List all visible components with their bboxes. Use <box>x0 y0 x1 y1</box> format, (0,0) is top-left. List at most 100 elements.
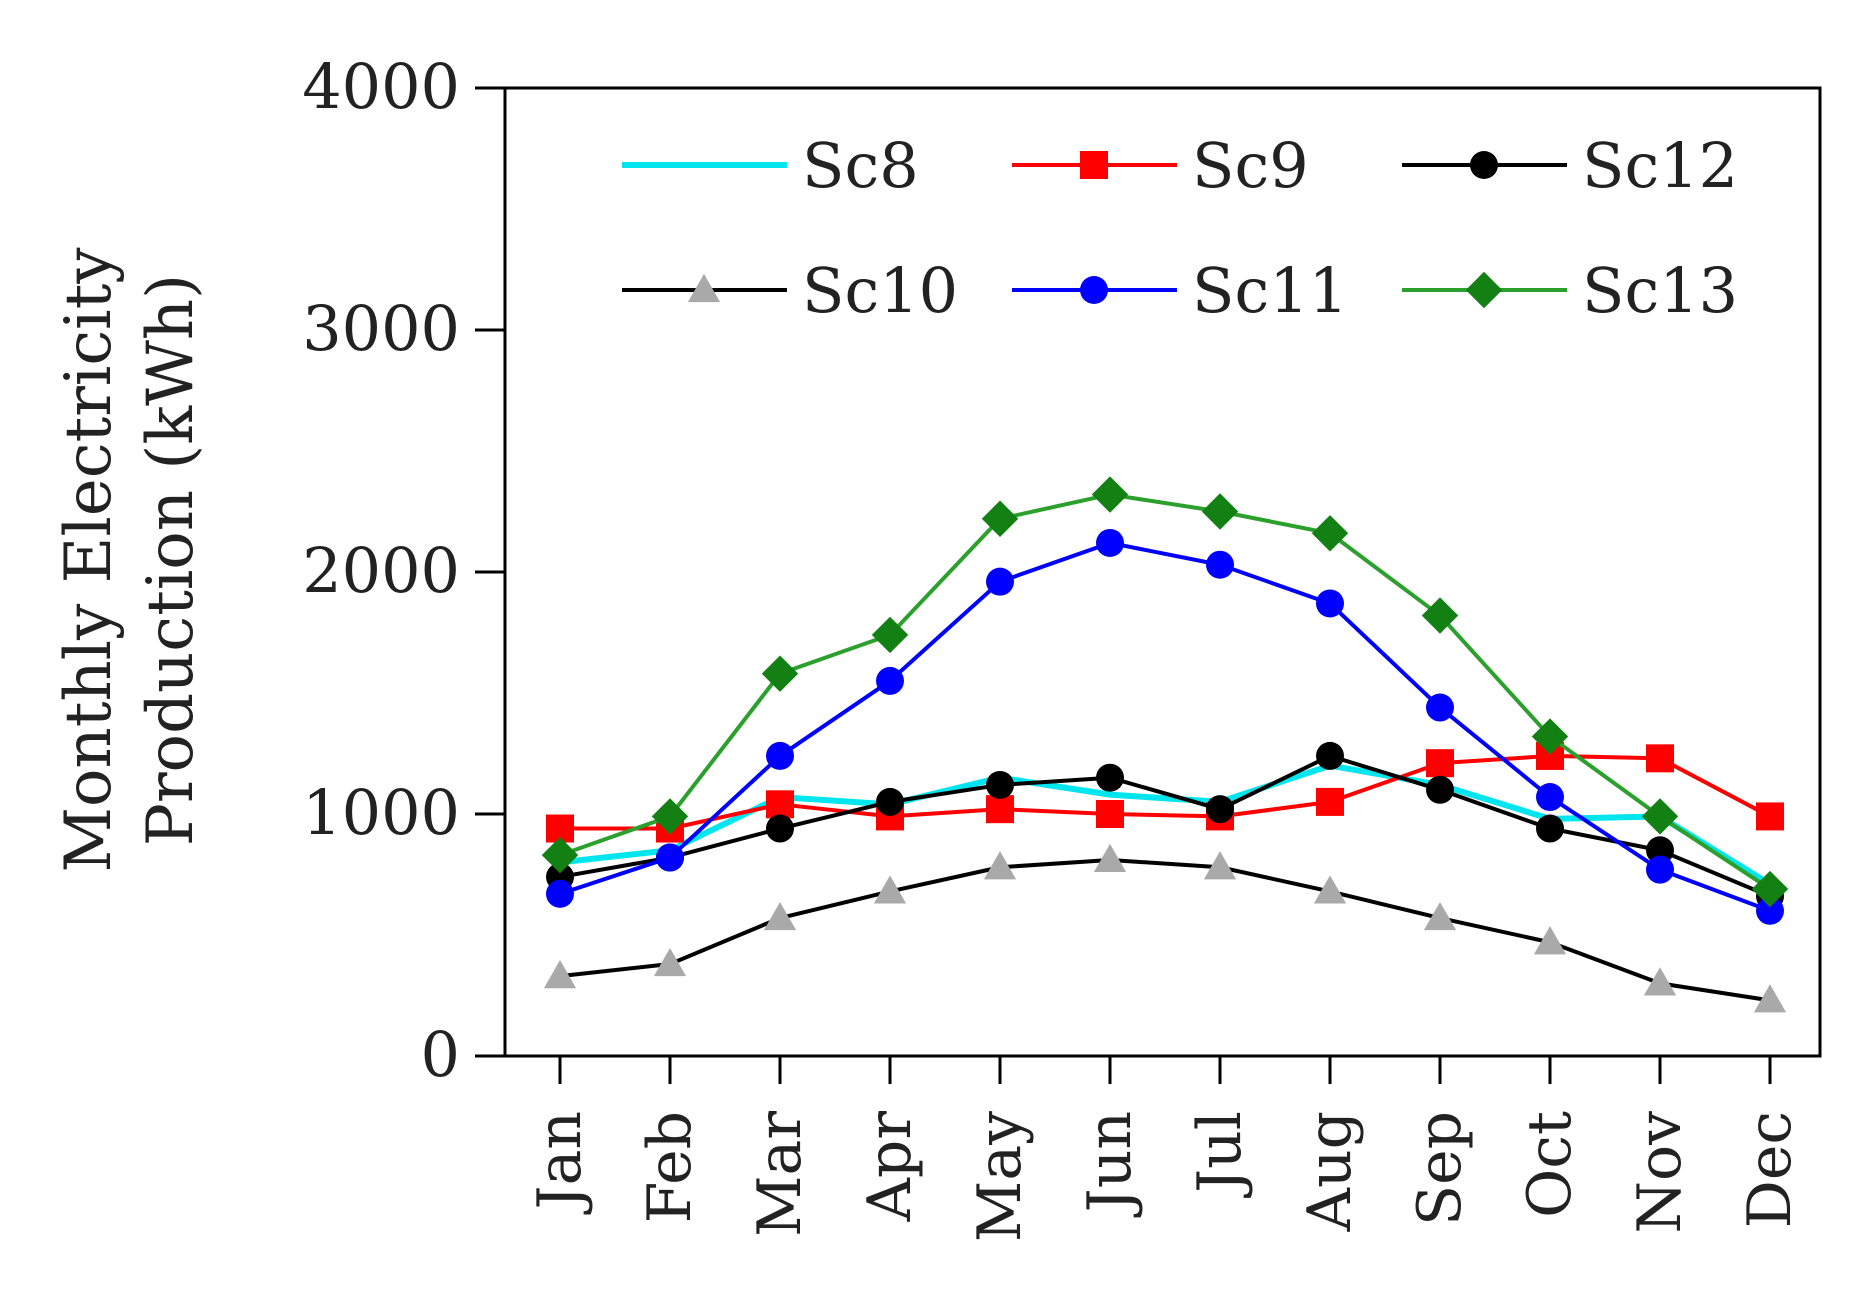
series-layer <box>541 476 1789 1013</box>
data-point-sc12 <box>1646 836 1674 865</box>
data-point-sc13 <box>1531 718 1569 755</box>
x-tick-label: Nov <box>1625 1111 1695 1234</box>
legend-swatch-marker <box>1465 271 1503 309</box>
series-line-sc13 <box>559 492 1772 891</box>
legend-label: Sc11 <box>1192 254 1348 327</box>
legend-swatch-marker <box>1080 151 1108 179</box>
series-line-sc8 <box>559 762 1772 887</box>
data-point-sc13 <box>1751 870 1789 908</box>
data-point-sc11 <box>656 843 684 872</box>
data-point-sc13 <box>1311 515 1349 552</box>
data-point-sc11 <box>876 666 904 695</box>
data-point-sc13 <box>651 798 689 835</box>
x-tick-label: Dec <box>1735 1111 1805 1228</box>
series-line-sc11 <box>559 540 1771 913</box>
data-point-sc13 <box>871 616 909 654</box>
data-point-sc13 <box>1091 476 1129 513</box>
data-point-sc10 <box>1643 967 1677 996</box>
data-point-sc9 <box>766 790 794 819</box>
series-line-sc9 <box>560 753 1771 831</box>
data-point-sc13 <box>1641 798 1679 835</box>
x-tick-label: Jan <box>525 1111 595 1215</box>
x-axis: Jan Feb Mar Apr May Jun Jul Aug Sep Oct Nov Dec <box>525 1056 1805 1242</box>
data-point-sc11 <box>1426 693 1454 722</box>
legend-label: Sc8 <box>802 129 919 202</box>
data-point-sc10 <box>1423 901 1457 931</box>
y-axis-title-line2: Production (kWh) <box>134 274 208 846</box>
x-tick-label: Mar <box>745 1111 815 1237</box>
y-tick-label: 0 <box>421 1018 460 1091</box>
series-sc11 <box>546 528 1784 925</box>
series-sc10 <box>543 843 1787 1013</box>
y-axis: 0 1000 2000 3000 4000 <box>302 50 505 1091</box>
data-point-sc12 <box>876 787 904 816</box>
x-tick-label: Sep <box>1405 1111 1475 1226</box>
legend-item-sc8: Sc8 <box>622 129 919 202</box>
data-point-sc10 <box>1093 843 1127 873</box>
legend-item-sc11: Sc11 <box>1012 254 1348 327</box>
legend-item-sc13: Sc13 <box>1402 254 1738 327</box>
legend-label: Sc13 <box>1582 254 1738 327</box>
legend-label: Sc10 <box>802 254 958 327</box>
data-point-sc13 <box>1421 597 1459 634</box>
x-tick-label: May <box>965 1111 1035 1242</box>
legend-swatch-marker <box>1080 276 1108 304</box>
data-point-sc11 <box>1096 528 1124 557</box>
data-point-sc13 <box>981 500 1019 537</box>
legend-item-sc9: Sc9 <box>1012 129 1309 202</box>
data-point-sc10 <box>1203 851 1237 880</box>
data-point-sc10 <box>763 901 797 931</box>
data-point-sc12 <box>1206 795 1234 824</box>
legend: Sc8 Sc9 Sc12 Sc10 Sc11 Sc13 <box>622 129 1738 327</box>
series-line-sc10 <box>559 857 1771 1003</box>
data-point-sc10 <box>653 947 687 977</box>
legend-item-sc12: Sc12 <box>1402 129 1738 202</box>
data-point-sc13 <box>1201 493 1239 530</box>
data-point-sc11 <box>1536 783 1564 812</box>
data-point-sc11 <box>1206 550 1234 579</box>
data-point-sc10 <box>873 875 907 904</box>
x-tick-label: Jul <box>1185 1111 1255 1199</box>
x-tick-label: Feb <box>635 1111 705 1223</box>
y-axis-title: Monthly Electricity Production (kWh) <box>52 247 208 872</box>
data-point-sc11 <box>1756 896 1784 925</box>
data-point-sc9 <box>1316 787 1344 816</box>
legend-label: Sc9 <box>1192 129 1309 202</box>
y-axis-title-line1: Monthly Electricity <box>52 247 126 872</box>
x-tick-label: Aug <box>1295 1111 1365 1232</box>
data-point-sc11 <box>1646 855 1674 884</box>
legend-item-sc10: Sc10 <box>622 254 958 327</box>
data-point-sc12 <box>1536 814 1564 843</box>
data-point-sc9 <box>1646 744 1674 773</box>
x-tick-label: Apr <box>855 1111 925 1223</box>
data-point-sc12 <box>1316 741 1344 770</box>
y-tick-label: 2000 <box>302 534 460 607</box>
data-point-sc13 <box>541 836 579 874</box>
series-line-sc12 <box>559 753 1771 899</box>
data-point-sc10 <box>543 960 577 989</box>
data-point-sc10 <box>1753 984 1787 1013</box>
data-point-sc12 <box>986 770 1014 799</box>
legend-label: Sc12 <box>1582 129 1738 202</box>
data-point-sc13 <box>761 655 799 692</box>
x-tick-label: Jun <box>1075 1111 1145 1218</box>
y-tick-label: 4000 <box>302 50 460 123</box>
series-sc8 <box>559 762 1772 887</box>
data-point-sc11 <box>766 741 794 770</box>
data-point-sc11 <box>546 879 574 908</box>
data-point-sc10 <box>983 851 1017 880</box>
series-sc13 <box>541 476 1789 908</box>
data-point-sc10 <box>1313 875 1347 904</box>
y-tick-label: 3000 <box>302 292 460 365</box>
data-point-sc12 <box>1096 763 1124 792</box>
data-point-sc9 <box>1096 800 1124 828</box>
data-point-sc11 <box>1316 589 1344 618</box>
legend-swatch-marker <box>1470 151 1498 179</box>
y-tick-label: 1000 <box>302 776 460 849</box>
x-tick-label: Oct <box>1515 1111 1585 1218</box>
data-point-sc12 <box>766 814 794 843</box>
data-point-sc11 <box>986 567 1014 596</box>
data-point-sc9 <box>1426 749 1454 778</box>
